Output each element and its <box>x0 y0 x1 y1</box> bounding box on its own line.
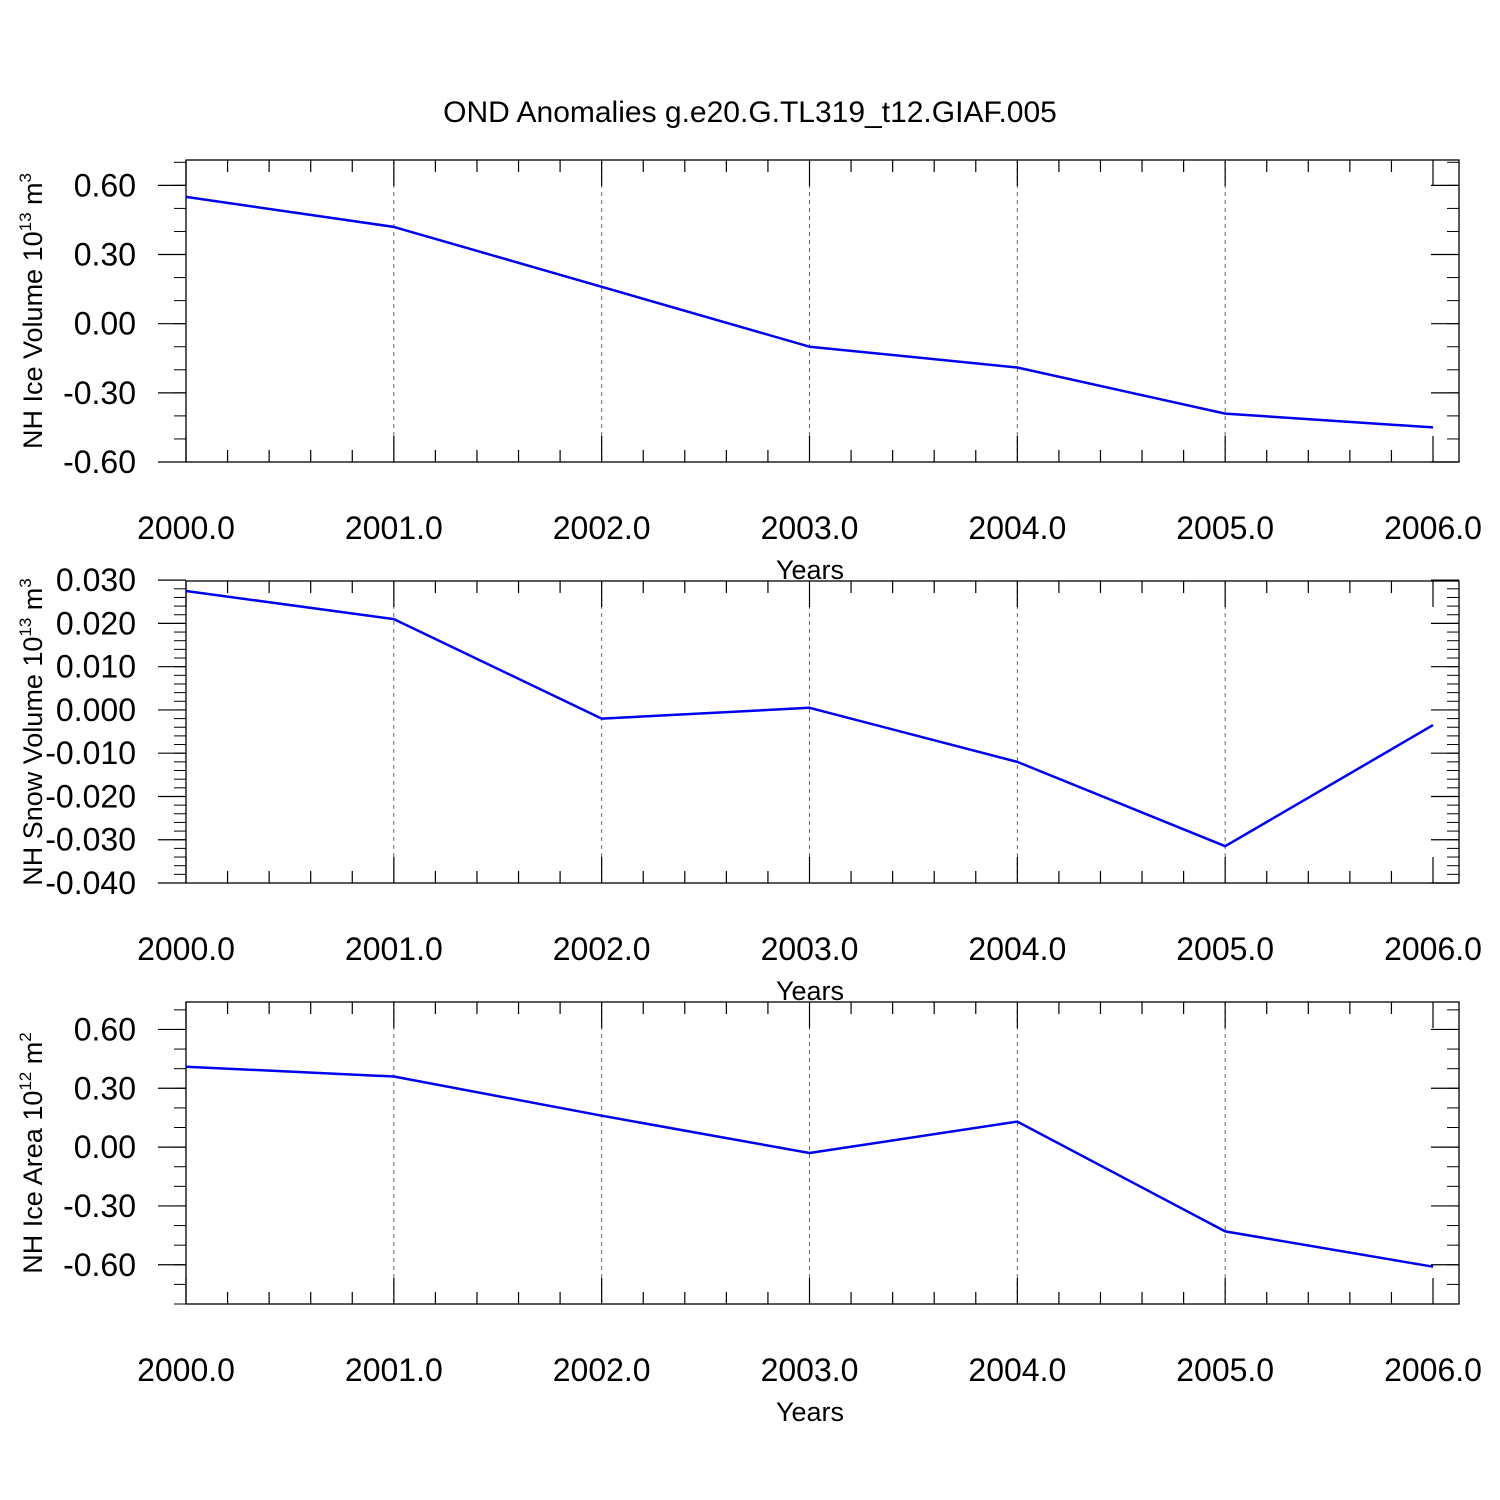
x-tick-label: 2002.0 <box>553 931 651 967</box>
y-tick-label: 0.60 <box>74 167 136 203</box>
x-tick-label: 2003.0 <box>761 931 859 967</box>
x-tick-label: 2005.0 <box>1176 931 1274 967</box>
y-tick-label: 0.00 <box>74 306 136 342</box>
x-axis-label: Years <box>776 976 844 1006</box>
y-tick-label: 0.60 <box>74 1011 136 1047</box>
y-tick-label: 0.30 <box>74 1070 136 1106</box>
chart-title: OND Anomalies g.e20.G.TL319_t12.GIAF.005 <box>443 96 1057 129</box>
x-tick-label: 2002.0 <box>553 510 651 546</box>
y-tick-label: 0.30 <box>74 237 136 273</box>
x-tick-label: 2006.0 <box>1384 1352 1482 1388</box>
x-tick-label: 2005.0 <box>1176 1352 1274 1388</box>
panel-2: 0.030 0.020 0.010 0.000 -0.010 -0.020 -0.030 -0… <box>16 562 1482 1006</box>
y-tick-label: 0.030 <box>56 562 136 598</box>
x-tick-label: 2004.0 <box>968 1352 1066 1388</box>
x-tick-label: 2004.0 <box>968 931 1066 967</box>
y-tick-label: -0.010 <box>45 735 136 771</box>
x-tick-label: 2006.0 <box>1384 510 1482 546</box>
x-tick-label: 2001.0 <box>345 1352 443 1388</box>
x-tick-label: 2002.0 <box>553 1352 651 1388</box>
x-tick-label: 2001.0 <box>345 510 443 546</box>
series-line-1 <box>185 589 1434 848</box>
y-tick-label: -0.60 <box>63 444 136 480</box>
y-tick-label: -0.30 <box>63 375 136 411</box>
y-axis-label: NH Ice Volume 1013 m3 <box>16 173 48 449</box>
x-tick-label: 2000.0 <box>137 1352 235 1388</box>
y-tick-label: 0.00 <box>74 1129 136 1165</box>
x-tick-label: 2003.0 <box>761 1352 859 1388</box>
y-axis-label: NH Ice Area 1012 m2 <box>16 1032 48 1273</box>
plot-frame <box>185 1001 1460 1305</box>
y-tick-label: -0.030 <box>45 822 136 858</box>
series-line-1 <box>185 1065 1434 1268</box>
y-tick-label: -0.60 <box>63 1247 136 1283</box>
x-tick-label: 2006.0 <box>1384 931 1482 967</box>
x-tick-label: 2000.0 <box>137 510 235 546</box>
x-tick-label: 2000.0 <box>137 931 235 967</box>
x-axis-label: Years <box>776 555 844 585</box>
panel-3: 0.60 0.30 0.00 -0.30 -0.60 2000.0 2001.0 2002.0… <box>16 1001 1482 1427</box>
y-tick-label: -0.040 <box>45 865 136 901</box>
x-tick-label: 2004.0 <box>968 510 1066 546</box>
y-tick-label: 0.000 <box>56 692 136 728</box>
series-line-1 <box>185 195 1434 429</box>
y-axis-label: NH Snow Volume 1013 m3 <box>16 578 48 886</box>
x-tick-label: 2005.0 <box>1176 510 1274 546</box>
y-tick-label: -0.020 <box>45 778 136 814</box>
plot-frame <box>185 580 1460 884</box>
x-axis-label: Years <box>776 1397 844 1427</box>
y-tick-label: 0.020 <box>56 605 136 641</box>
x-tick-label: 2001.0 <box>345 931 443 967</box>
y-tick-label: -0.30 <box>63 1188 136 1224</box>
y-tick-label: 0.010 <box>56 649 136 685</box>
x-tick-label: 2003.0 <box>761 510 859 546</box>
plot-frame <box>185 159 1460 463</box>
